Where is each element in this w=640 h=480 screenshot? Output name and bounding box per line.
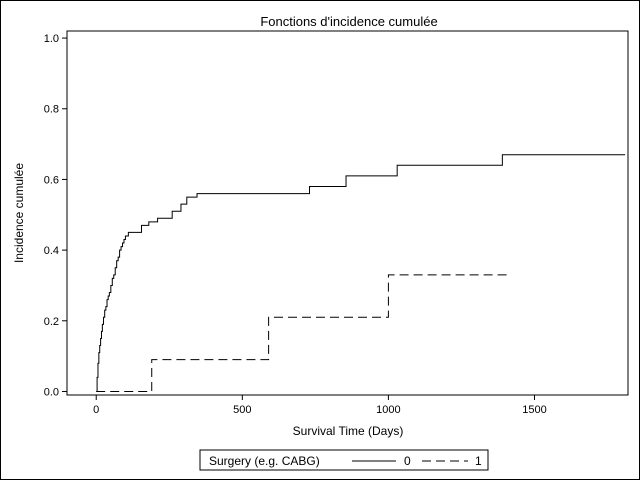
y-tick-label: 0.6 — [44, 174, 59, 186]
x-tick-label: 1000 — [376, 404, 400, 416]
chart-title: Fonctions d'incidence cumulée — [260, 14, 437, 29]
x-tick-label: 0 — [93, 404, 99, 416]
y-tick-label: 0.2 — [44, 316, 59, 328]
x-axis: 0 500 1000 1500 — [93, 395, 547, 416]
y-tick-label: 1.0 — [44, 33, 59, 45]
y-axis: 0.0 0.2 0.4 0.6 0.8 1.0 — [44, 33, 67, 398]
y-tick-label: 0.0 — [44, 386, 59, 398]
x-tick-label: 1500 — [522, 404, 546, 416]
legend-entry-1: 1 — [475, 454, 482, 468]
plot-area — [66, 30, 629, 396]
series-layer — [96, 154, 626, 392]
legend-title: Surgery (e.g. CABG) — [209, 454, 320, 468]
legend-entry-0: 0 — [404, 454, 411, 468]
series-0-line — [96, 154, 626, 392]
legend: Surgery (e.g. CABG) 0 1 — [199, 449, 489, 471]
x-axis-label: Survival Time (Days) — [293, 424, 404, 438]
y-tick-label: 0.8 — [44, 104, 59, 116]
y-axis-label: Incidence cumulée — [12, 163, 26, 263]
series-1-line — [96, 274, 512, 392]
x-tick-label: 500 — [233, 404, 251, 416]
y-tick-label: 0.4 — [44, 245, 59, 257]
legend-box — [199, 449, 489, 471]
